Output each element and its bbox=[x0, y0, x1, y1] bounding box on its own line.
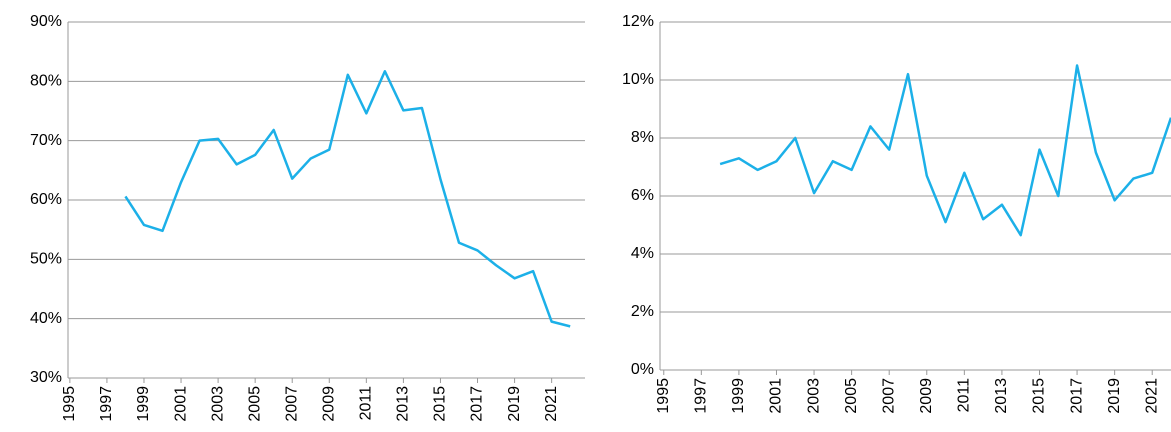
x-tick-label: 2015 bbox=[432, 386, 449, 422]
x-tick-label: 1997 bbox=[98, 386, 115, 422]
x-tick-label: 1995 bbox=[61, 386, 78, 422]
y-tick-label: 6% bbox=[631, 187, 654, 204]
y-tick-label: 2% bbox=[631, 303, 654, 320]
x-tick-label: 2011 bbox=[358, 386, 375, 421]
x-tick-label: 2011 bbox=[956, 378, 973, 413]
x-tick-label: 2001 bbox=[172, 386, 189, 422]
x-tick-label: 2017 bbox=[469, 386, 486, 422]
x-tick-label: 2009 bbox=[320, 386, 337, 422]
x-tick-label: 2013 bbox=[395, 386, 412, 422]
x-tick-label: 1995 bbox=[655, 378, 672, 414]
y-tick-label: 40% bbox=[30, 310, 62, 327]
y-tick-label: 90% bbox=[30, 13, 62, 30]
x-tick-label: 2003 bbox=[209, 386, 226, 422]
x-tick-label: 2007 bbox=[880, 378, 897, 414]
x-tick-label: 2019 bbox=[506, 386, 523, 422]
y-tick-label: 8% bbox=[631, 129, 654, 146]
x-tick-label: 2021 bbox=[543, 386, 560, 422]
x-tick-label: 2017 bbox=[1068, 378, 1085, 414]
x-tick-label: 2001 bbox=[768, 378, 785, 414]
y-tick-label: 70% bbox=[30, 132, 62, 149]
x-tick-label: 1999 bbox=[135, 386, 152, 422]
y-tick-label: 4% bbox=[631, 245, 654, 262]
x-tick-label: 2021 bbox=[1143, 378, 1160, 414]
x-tick-label: 2009 bbox=[918, 378, 935, 414]
x-tick-label: 2013 bbox=[993, 378, 1010, 414]
y-tick-label: 30% bbox=[30, 369, 62, 386]
y-tick-label: 12% bbox=[622, 13, 654, 30]
y-tick-label: 50% bbox=[30, 251, 62, 268]
y-tick-label: 60% bbox=[30, 191, 62, 208]
x-tick-label: 2007 bbox=[283, 386, 300, 422]
x-tick-label: 2003 bbox=[805, 378, 822, 414]
x-tick-label: 1997 bbox=[693, 378, 710, 414]
x-tick-label: 2005 bbox=[843, 378, 860, 414]
x-tick-label: 2019 bbox=[1106, 378, 1123, 414]
x-tick-label: 2015 bbox=[1031, 378, 1048, 414]
data-line bbox=[719, 64, 1171, 237]
x-tick-label: 2005 bbox=[246, 386, 263, 422]
x-tick-label: 1999 bbox=[730, 378, 747, 414]
y-tick-label: 10% bbox=[622, 71, 654, 88]
y-tick-label: 80% bbox=[30, 73, 62, 90]
data-line bbox=[124, 69, 571, 328]
y-tick-label: 0% bbox=[631, 361, 654, 378]
